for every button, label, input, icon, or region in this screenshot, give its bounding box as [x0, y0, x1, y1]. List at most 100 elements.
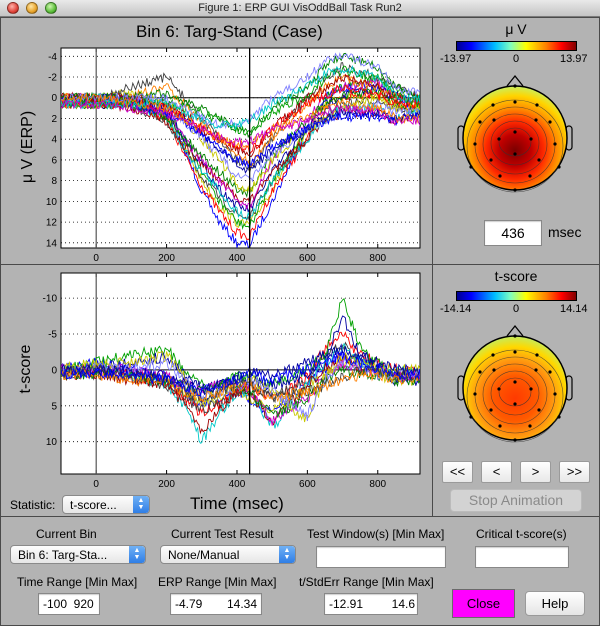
close-window-icon[interactable] [7, 2, 19, 14]
first-frame-button[interactable]: << [442, 461, 473, 483]
y-tick-label: 10 [46, 197, 58, 208]
y-tick-label: 8 [51, 176, 57, 187]
y-tick-label: 0 [51, 93, 57, 104]
x-tick-label: 600 [299, 479, 316, 490]
time-range-input[interactable]: -100 920 [38, 593, 100, 615]
tscore-colorbar-min: -14.14 [440, 303, 472, 315]
critical-tscore-input[interactable] [475, 546, 569, 568]
erp-colorbar-mid: 0 [513, 53, 520, 65]
window-title: Figure 1: ERP GUI VisOddBall Task Run2 [198, 2, 402, 14]
electrode-marker [553, 392, 557, 396]
tse-range-input[interactable]: -12.91 14.6 [324, 593, 418, 615]
electrode-marker [535, 103, 539, 107]
latency-unit: msec [548, 224, 582, 240]
electrode-marker [492, 118, 496, 122]
electrode-marker [513, 402, 517, 406]
electrode-marker [491, 353, 495, 357]
nose-icon [506, 324, 524, 337]
latency-input[interactable]: 436 [484, 220, 542, 246]
electrode-marker [529, 137, 533, 141]
tscore-colorbar [456, 291, 577, 301]
electrode-marker [498, 424, 502, 428]
electrode-marker [537, 158, 541, 162]
electrode-marker [497, 387, 501, 391]
tscore-colorbar-title: t-score [494, 268, 538, 284]
y-tick-label: 5 [51, 401, 57, 412]
tse-range-min: -12.91 [329, 597, 364, 611]
x-tick-label: 400 [229, 479, 246, 490]
series-line-ch11 [61, 65, 420, 130]
electrode-marker [469, 415, 473, 419]
electrode-marker [473, 142, 477, 146]
current-bin-label: Current Bin [36, 527, 97, 541]
electrode-marker [513, 334, 517, 338]
select-arrows-icon: ▲ ▼ [129, 546, 145, 563]
test-result-select[interactable]: None/Manual ▲ ▼ [160, 545, 296, 564]
series-line-ch7 [61, 368, 420, 403]
y-tick-label: -2 [48, 73, 57, 84]
x-tick-label: 0 [93, 253, 99, 264]
electrode-marker [513, 380, 517, 384]
contour-line [466, 99, 564, 193]
y-tick-label: 10 [46, 437, 58, 448]
close-button[interactable]: Close [452, 589, 515, 618]
series-line-ch6 [61, 357, 420, 422]
critical-tscore-label: Critical t-score(s) [476, 527, 567, 541]
statistic-select[interactable]: t-score... ▲ ▼ [62, 495, 150, 514]
erp-colorbar-min: -13.97 [440, 53, 472, 65]
test-result-label: Current Test Result [171, 527, 274, 541]
last-frame-button[interactable]: >> [559, 461, 590, 483]
electrode-marker [492, 368, 496, 372]
select-arrows-icon: ▲ ▼ [279, 546, 295, 563]
contour-line [490, 120, 540, 166]
electrode-marker [548, 370, 552, 374]
tse-range-label: t/StdErr Range [Min Max] [299, 575, 434, 589]
zoom-window-icon[interactable] [45, 2, 57, 14]
next-frame-button[interactable]: > [520, 461, 551, 483]
electrode-marker [513, 100, 517, 104]
y-tick-label: 4 [51, 135, 57, 146]
y-tick-label: -5 [48, 330, 57, 341]
statistic-label: Statistic: [10, 498, 56, 512]
electrode-marker [537, 408, 541, 412]
nose-icon [506, 74, 524, 87]
electrode-marker [534, 368, 538, 372]
minimize-window-icon[interactable] [26, 2, 38, 14]
contour-line [490, 370, 540, 416]
prev-frame-button[interactable]: < [481, 461, 512, 483]
electrode-marker [553, 142, 557, 146]
y-tick-label: -4 [48, 52, 57, 63]
erp-colorbar-max: 13.97 [560, 53, 588, 65]
test-window-input[interactable] [316, 546, 446, 568]
y-tick-label: 6 [51, 155, 57, 166]
tscore-chart: -10 -5 0 5 10 0 200 400 600 800 [43, 272, 421, 490]
x-tick-label: 200 [158, 253, 175, 264]
stop-animation-button[interactable]: Stop Animation [450, 489, 582, 512]
electrode-marker [548, 120, 552, 124]
x-tick-label: 200 [158, 479, 175, 490]
electrode-marker [513, 84, 517, 88]
erp-colorbar-title: μ V [505, 21, 527, 37]
electrode-marker [489, 408, 493, 412]
electrode-marker [513, 188, 517, 192]
erp-range-min: -4.79 [175, 597, 203, 611]
y-tick-label: 14 [46, 238, 58, 249]
electrode-marker [491, 103, 495, 107]
time-range-label: Time Range [Min Max] [17, 575, 138, 589]
series-line-ch12 [61, 99, 420, 147]
tscore-topo-head [457, 324, 573, 443]
y-tick-label: 0 [51, 365, 57, 376]
x-tick-label: 400 [229, 253, 246, 264]
electrode-marker [528, 174, 532, 178]
help-button[interactable]: Help [525, 591, 585, 616]
time-axis-label: Time (msec) [190, 494, 284, 513]
erp-range-input[interactable]: -4.79 14.34 [170, 593, 262, 615]
electrode-marker [498, 174, 502, 178]
electrode-marker [469, 165, 473, 169]
electrode-marker [513, 350, 517, 354]
tscore-colorbar-mid: 0 [513, 303, 520, 315]
erp-range-label: ERP Range [Min Max] [158, 575, 277, 589]
current-bin-select[interactable]: Bin 6: Targ-Sta... ▲ ▼ [10, 545, 146, 564]
x-tick-label: 600 [299, 253, 316, 264]
tse-range-max: 14.6 [391, 597, 415, 611]
